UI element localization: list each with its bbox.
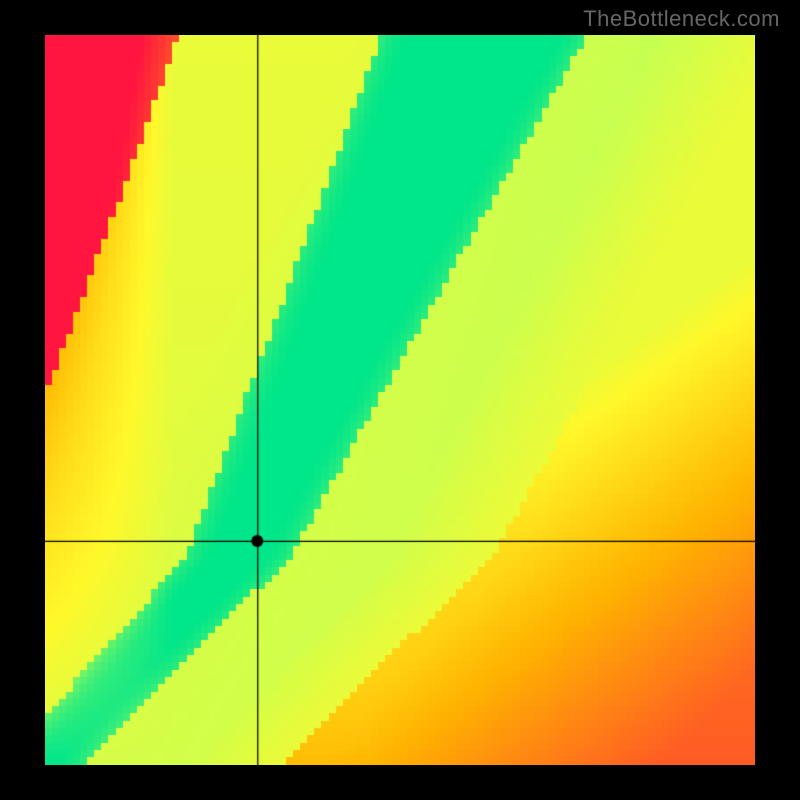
watermark-text: TheBottleneck.com: [583, 6, 780, 32]
chart-container: TheBottleneck.com: [0, 0, 800, 800]
bottleneck-heatmap: [45, 35, 755, 765]
